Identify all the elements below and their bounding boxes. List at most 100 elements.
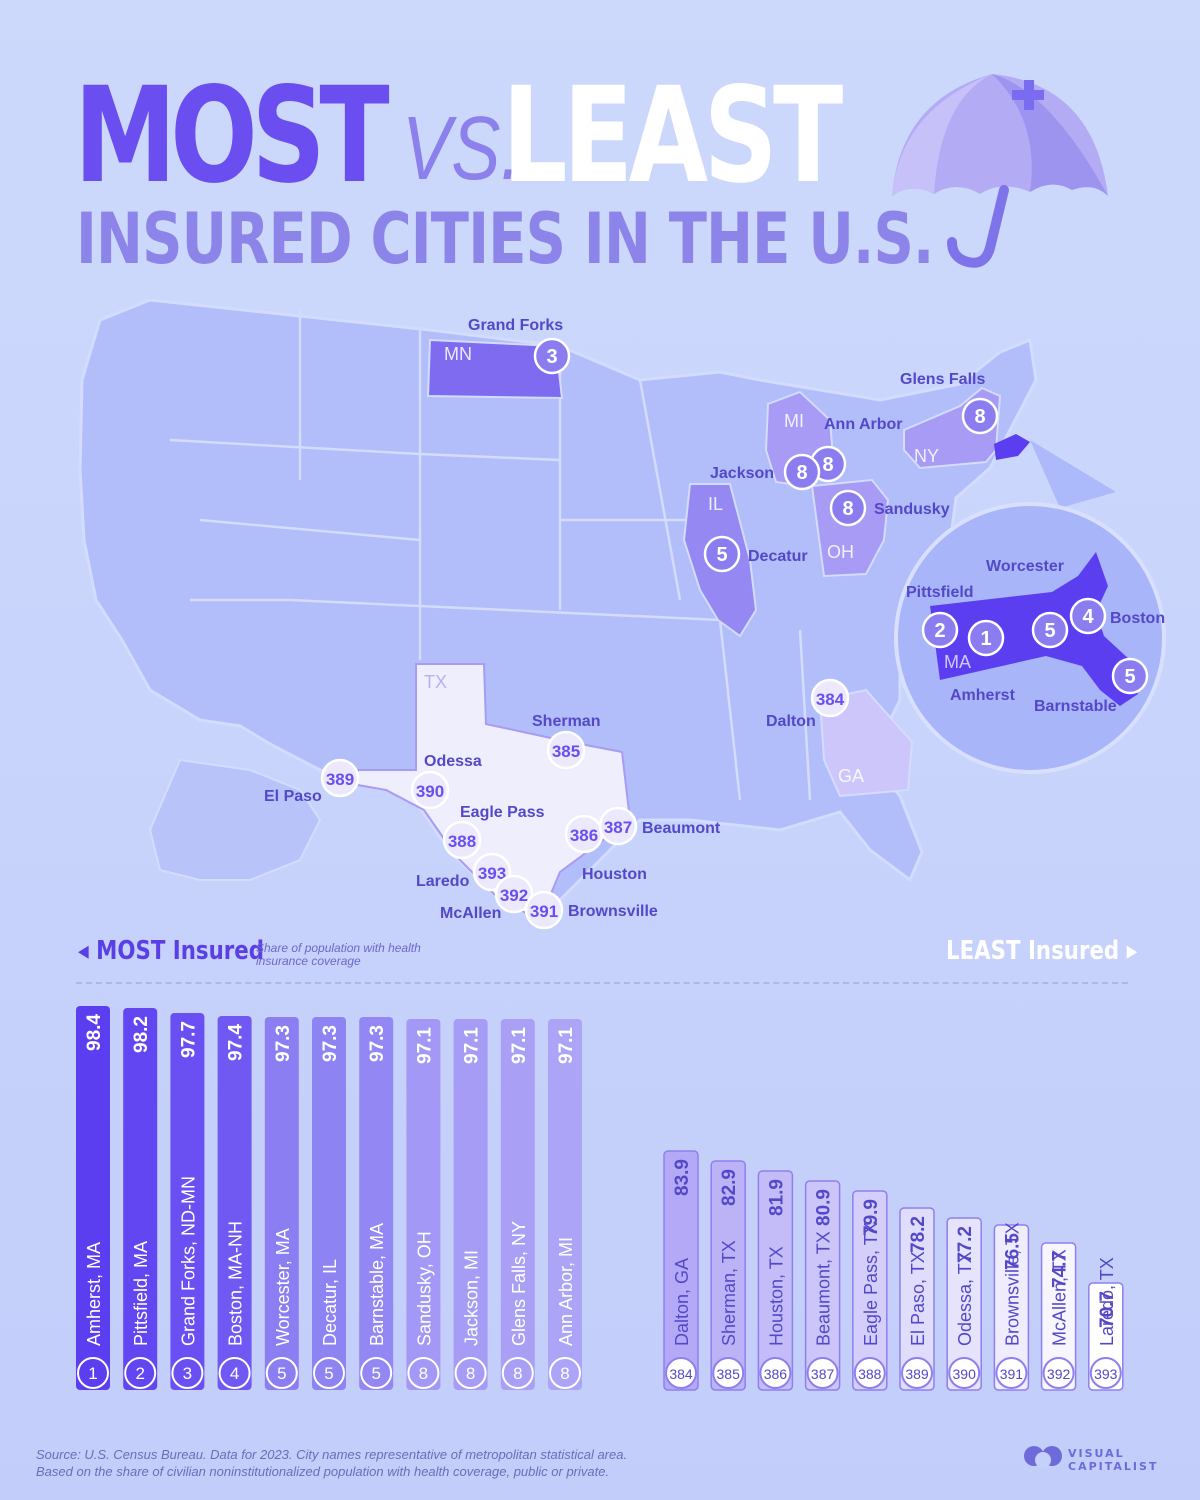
marker-rank: 390 <box>416 782 444 801</box>
most-bar <box>453 1019 488 1390</box>
state-label-oh: OH <box>827 542 854 562</box>
most-bar-value: 98.2 <box>131 1016 152 1053</box>
most-rank-label: 3 <box>183 1364 192 1383</box>
least-bar-value: 77.2 <box>955 1226 976 1263</box>
most-bar-label: Glens Falls, NY <box>509 1221 529 1346</box>
marker-city-label: Dalton <box>766 713 816 730</box>
least-bar <box>852 1190 888 1391</box>
most-rank-label: 5 <box>277 1364 286 1383</box>
marker-circle <box>967 619 1005 657</box>
most-rank-label: 8 <box>419 1364 428 1383</box>
least-bar-value: 80.9 <box>814 1189 835 1226</box>
least-bar-label: El Paso, TX <box>908 1251 928 1346</box>
title-vs: VS. <box>402 99 521 199</box>
least-bar-value: 81.9 <box>766 1179 787 1216</box>
most-insured-label: MOST Insured <box>96 936 265 966</box>
marker-rank: 5 <box>1044 620 1055 642</box>
most-bar <box>548 1019 582 1390</box>
most-bar <box>170 1013 205 1390</box>
most-rank-label: 8 <box>560 1364 569 1383</box>
marker-rank: 387 <box>604 818 632 837</box>
marker-rank: 2 <box>934 620 945 642</box>
least-rank-circle <box>901 1357 933 1389</box>
marker-circle <box>410 770 450 810</box>
marker-rank: 8 <box>796 462 807 484</box>
most-rank-label: 5 <box>371 1364 380 1383</box>
map-marker-grand-forks: 3 Grand Forks <box>468 317 571 375</box>
least-rank-label: 392 <box>1047 1366 1071 1382</box>
map-marker-amherst: 1 Amherst <box>950 619 1016 704</box>
state-label-ga: GA <box>838 766 864 786</box>
marker-circle <box>1069 597 1107 635</box>
map-marker-beaumont: 387 Beaumont <box>598 806 721 846</box>
least-bar <box>710 1160 746 1391</box>
marker-city-label: El Paso <box>264 788 322 805</box>
least-bar-label: Dalton, GA <box>672 1258 692 1346</box>
marker-circle <box>546 730 586 770</box>
most-bar <box>500 1019 535 1390</box>
least-rank-label: 385 <box>717 1366 741 1382</box>
brand-line-2: CAPITALIST <box>1068 1460 1159 1473</box>
marker-circle <box>442 820 482 860</box>
least-bar <box>757 1170 794 1391</box>
least-rank-label: 384 <box>669 1366 693 1382</box>
most-bar-group: 97.3 Decatur, IL 5 <box>312 1017 346 1390</box>
least-rank-circle <box>1042 1357 1075 1389</box>
most-bar-group: 97.3 Worcester, MA 5 <box>264 1017 299 1390</box>
marker-city-label: Brownsville <box>568 903 658 920</box>
least-bar-group: 78.2El Paso, TX 389 <box>899 1207 935 1391</box>
most-rank-label: 5 <box>324 1364 333 1383</box>
least-insured-label: LEAST Insured <box>946 936 1120 966</box>
marker-circle <box>703 535 741 573</box>
most-bar-label: Jackson, MI <box>462 1250 482 1346</box>
marker-city-label: Houston <box>582 866 647 883</box>
least-bar-label: Sherman, TX <box>719 1240 739 1346</box>
marker-circle <box>533 337 571 375</box>
source-note: Source: U.S. Census Bureau. Data for 202… <box>36 1446 627 1480</box>
least-rank-label: 390 <box>953 1366 977 1382</box>
most-bar-value: 97.1 <box>556 1027 577 1064</box>
divider <box>76 982 1128 984</box>
marker-city-label: Ann Arbor <box>824 416 903 433</box>
marker-city-label: Sandusky <box>874 501 950 518</box>
most-rank-circle <box>360 1357 393 1389</box>
marker-city-label: Jackson <box>710 465 774 482</box>
least-rank-circle <box>1089 1357 1122 1389</box>
most-bar-group: 97.3 Barnstable, MA 5 <box>359 1017 394 1390</box>
least-bar-label: Eagle Pass, TX <box>861 1222 881 1346</box>
marker-city-label: Decatur <box>748 548 808 565</box>
title-most: MOST <box>74 59 390 213</box>
least-rank-circle <box>853 1357 886 1389</box>
most-bar-value: 97.4 <box>226 1024 247 1061</box>
most-bar-group: 97.1 Glens Falls, NY 8 <box>500 1019 535 1390</box>
marker-rank: 3 <box>546 346 557 368</box>
page-subtitle: INSURED CITIES IN THE U.S. <box>76 198 934 280</box>
least-bar <box>899 1207 935 1391</box>
least-rank-circle <box>712 1357 745 1389</box>
map-marker-boston: 4 Boston <box>1069 597 1165 635</box>
most-bar <box>217 1016 252 1390</box>
least-bar-group: 81.9 Houston, TX 386 <box>757 1170 794 1391</box>
marker-circle <box>598 806 638 846</box>
most-bar-group: 97.1 Sandusky, OH 8 <box>406 1019 441 1390</box>
marker-rank: 388 <box>448 832 476 851</box>
map-marker-decatur: 5 Decatur <box>703 535 808 573</box>
most-rank-circle <box>549 1357 581 1389</box>
most-bar-group: 97.1 Jackson, MI 8 <box>453 1019 488 1390</box>
least-bar-label: McAllen, TX <box>1050 1249 1070 1346</box>
most-rank-label: 4 <box>230 1364 239 1383</box>
map-marker-barnstable: 5 Barnstable <box>1034 657 1149 715</box>
most-rank-circle <box>124 1357 157 1389</box>
map-marker-brownsville: 391 Brownsville <box>524 890 658 930</box>
marker-circle <box>494 874 534 914</box>
most-rank-circle <box>218 1357 251 1389</box>
marker-circle <box>961 397 999 435</box>
marker-circle <box>829 489 867 527</box>
most-rank-circle <box>501 1357 534 1389</box>
most-bar-value: 97.7 <box>178 1021 199 1058</box>
marker-city-label: Barnstable <box>1034 698 1117 715</box>
most-rank-circle <box>77 1357 109 1389</box>
